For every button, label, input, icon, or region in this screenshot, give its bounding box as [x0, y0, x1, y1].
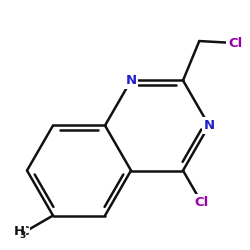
Text: 3: 3 — [19, 231, 25, 240]
Text: Cl: Cl — [194, 196, 208, 208]
Text: Cl: Cl — [228, 36, 242, 50]
Text: N: N — [204, 119, 214, 132]
Text: H: H — [14, 225, 25, 238]
Text: C: C — [19, 225, 29, 238]
Text: N: N — [126, 74, 136, 87]
